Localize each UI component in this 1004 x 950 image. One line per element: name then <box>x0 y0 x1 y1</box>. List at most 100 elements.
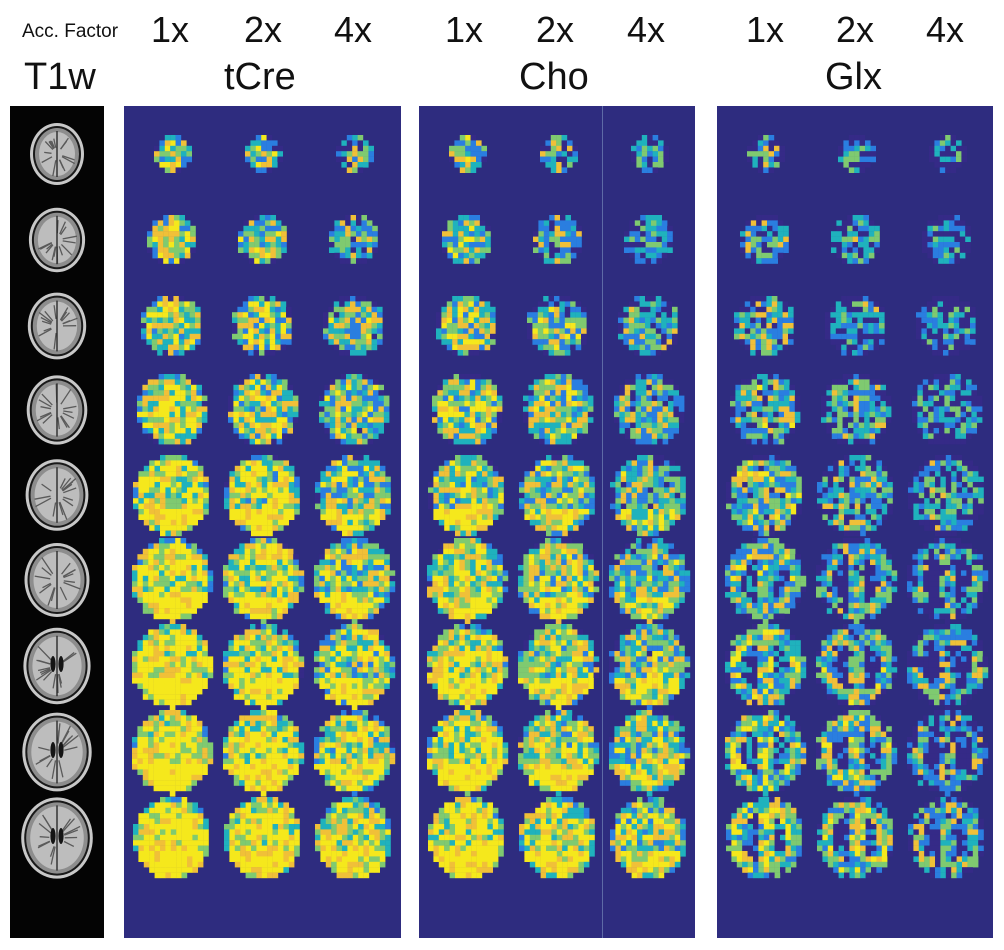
glx-map-r2-c3 <box>922 215 971 264</box>
cho-map-r3-c2 <box>527 296 587 356</box>
t1w-slice-8 <box>22 712 92 792</box>
cho-column-divider <box>602 106 603 938</box>
cho-map-r3-c1 <box>436 296 496 356</box>
cho-map-r6-c2 <box>518 538 600 625</box>
t1w-slice-3 <box>27 292 87 360</box>
t1w-slice-5 <box>25 459 89 531</box>
cho-map-r5-c1 <box>428 455 504 537</box>
glx-map-r3-c3 <box>916 296 976 356</box>
tcre-map-r7-c1 <box>132 624 214 711</box>
t1w-slice-2 <box>28 207 86 273</box>
tcre-map-r4-c2 <box>228 374 299 445</box>
glx-map-r4-c3 <box>912 374 983 445</box>
cho-factor-1x: 1x <box>445 9 484 50</box>
acc-factor-label: Acc. Factor <box>22 21 119 42</box>
cho-map-r4-c1 <box>432 374 503 445</box>
cho-map-r3-c3 <box>618 296 678 356</box>
glx-map-r5-c3 <box>908 455 984 537</box>
cho-maps <box>427 135 691 879</box>
t1w-panel <box>10 106 104 938</box>
tcre-maps <box>132 135 396 879</box>
glx-map-r9-c2 <box>817 797 893 879</box>
tcre-map-r6-c3 <box>314 538 396 625</box>
cho-map-r9-c1 <box>428 797 504 879</box>
cho-map-r6-c1 <box>427 538 509 625</box>
glx-label: Glx <box>825 56 882 98</box>
cho-map-r4-c2 <box>523 374 594 445</box>
t1w-label: T1w <box>24 56 96 98</box>
glx-map-r1-c1 <box>747 135 785 173</box>
glx-maps <box>725 135 989 879</box>
cho-map-r7-c1 <box>427 624 509 711</box>
t1w-slice-6 <box>24 543 90 617</box>
tcre-map-r2-c2 <box>238 215 287 264</box>
cho-factor-4x: 4x <box>627 9 666 50</box>
tcre-map-r2-c3 <box>329 215 378 264</box>
glx-map-r3-c2 <box>825 296 885 356</box>
glx-map-r8-c2 <box>816 710 898 797</box>
cho-map-r2-c3 <box>624 215 673 264</box>
tcre-map-r3-c2 <box>232 296 292 356</box>
glx-map-r5-c2 <box>817 455 893 537</box>
cho-map-r2-c1 <box>442 215 491 264</box>
tcre-factor-4x: 4x <box>334 9 373 50</box>
tcre-map-r7-c2 <box>223 624 305 711</box>
tcre-map-r9-c3 <box>315 797 391 879</box>
glx-map-r4-c2 <box>821 374 892 445</box>
cho-map-r7-c3 <box>609 624 691 711</box>
tcre-map-r1-c2 <box>245 135 283 173</box>
tcre-map-r6-c2 <box>223 538 305 625</box>
cho-map-r8-c2 <box>518 710 600 797</box>
cho-map-r8-c3 <box>609 710 691 797</box>
tcre-map-r4-c1 <box>137 374 208 445</box>
glx-map-r1-c2 <box>838 135 876 173</box>
glx-map-r2-c2 <box>831 215 880 264</box>
tcre-map-r1-c3 <box>336 135 374 173</box>
tcre-map-r8-c2 <box>223 710 305 797</box>
tcre-map-r8-c3 <box>314 710 396 797</box>
tcre-map-r5-c1 <box>133 455 209 537</box>
tcre-map-r3-c1 <box>141 296 201 356</box>
t1w-slice-1 <box>30 123 84 185</box>
tcre-map-r9-c1 <box>133 797 209 879</box>
cho-map-r6-c3 <box>609 538 691 625</box>
cho-map-r1-c2 <box>540 135 578 173</box>
tcre-map-r8-c1 <box>132 710 214 797</box>
glx-map-r2-c1 <box>740 215 789 264</box>
cho-map-r4-c3 <box>614 374 685 445</box>
cho-map-r8-c1 <box>427 710 509 797</box>
tcre-map-r5-c3 <box>315 455 391 537</box>
glx-map-r6-c2 <box>816 538 898 625</box>
cho-map-r1-c3 <box>631 135 669 173</box>
glx-map-r8-c3 <box>907 710 989 797</box>
cho-map-r9-c3 <box>610 797 686 879</box>
tcre-panel <box>124 106 401 938</box>
t1w-slices <box>21 123 93 879</box>
cho-map-r5-c3 <box>610 455 686 537</box>
cho-panel <box>419 106 695 938</box>
tcre-map-r6-c1 <box>132 538 214 625</box>
glx-map-r3-c1 <box>734 296 794 356</box>
glx-map-r9-c1 <box>726 797 802 879</box>
glx-panel <box>717 106 993 938</box>
cho-factor-2x: 2x <box>536 9 575 50</box>
cho-label: Cho <box>519 56 589 98</box>
glx-map-r1-c3 <box>929 135 967 173</box>
cho-map-r1-c1 <box>449 135 487 173</box>
glx-factor-2x: 2x <box>836 9 875 50</box>
cho-map-r5-c2 <box>519 455 595 537</box>
glx-map-r7-c1 <box>725 624 807 711</box>
cho-map-r7-c2 <box>518 624 600 711</box>
glx-map-r7-c2 <box>816 624 898 711</box>
t1w-slice-4 <box>26 375 88 445</box>
t1w-slice-7 <box>23 627 91 705</box>
glx-factor-4x: 4x <box>926 9 965 50</box>
glx-map-r4-c1 <box>730 374 801 445</box>
glx-map-r7-c3 <box>907 624 989 711</box>
glx-factor-1x: 1x <box>746 9 785 50</box>
glx-map-r9-c3 <box>908 797 984 879</box>
tcre-map-r4-c3 <box>319 374 390 445</box>
glx-map-r8-c1 <box>725 710 807 797</box>
tcre-map-r3-c3 <box>323 296 383 356</box>
cho-map-r9-c2 <box>519 797 595 879</box>
